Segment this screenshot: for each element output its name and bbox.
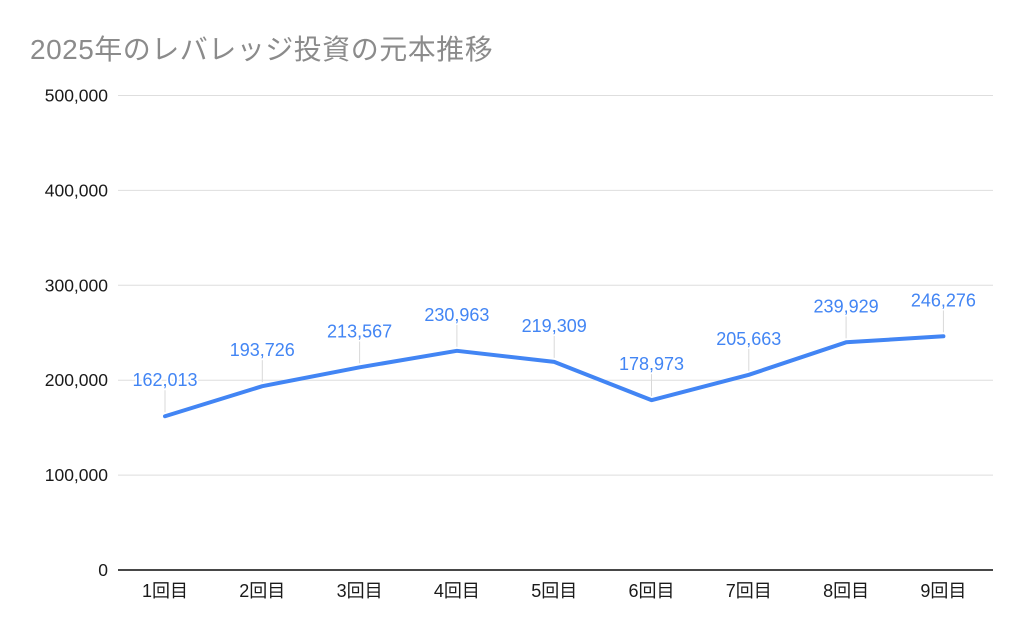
data-label: 178,973 xyxy=(619,354,684,374)
x-axis-tick-label: 3回目 xyxy=(337,581,383,601)
data-label: 162,013 xyxy=(132,370,197,390)
y-axis-tick-label: 300,000 xyxy=(45,275,109,295)
chart-title: 2025年のレバレッジ投資の元本推移 xyxy=(30,34,494,65)
x-axis-tick-label: 9回目 xyxy=(920,581,966,601)
y-axis-tick-label: 500,000 xyxy=(45,86,109,106)
x-axis-tick-label: 1回目 xyxy=(142,581,188,601)
data-label: 239,929 xyxy=(814,296,879,316)
x-axis-tick-label: 8回目 xyxy=(823,581,869,601)
data-label: 205,663 xyxy=(716,329,781,349)
x-axis-tick-label: 2回目 xyxy=(239,581,285,601)
data-label: 230,963 xyxy=(424,305,489,325)
data-label: 213,567 xyxy=(327,321,392,341)
x-axis-tick-label: 6回目 xyxy=(628,581,674,601)
x-axis-tick-label: 5回目 xyxy=(531,581,577,601)
x-axis-tick-label: 7回目 xyxy=(726,581,772,601)
series-line xyxy=(163,334,946,419)
y-axis-tick-label: 100,000 xyxy=(45,465,109,485)
data-label: 219,309 xyxy=(522,316,587,336)
data-label: 246,276 xyxy=(911,290,976,310)
y-axis-tick-label: 200,000 xyxy=(45,370,109,390)
x-axis-tick-label: 4回目 xyxy=(434,581,480,601)
y-axis-tick-label: 400,000 xyxy=(45,180,109,200)
data-label: 193,726 xyxy=(230,340,295,360)
y-axis-tick-label: 0 xyxy=(98,560,108,580)
